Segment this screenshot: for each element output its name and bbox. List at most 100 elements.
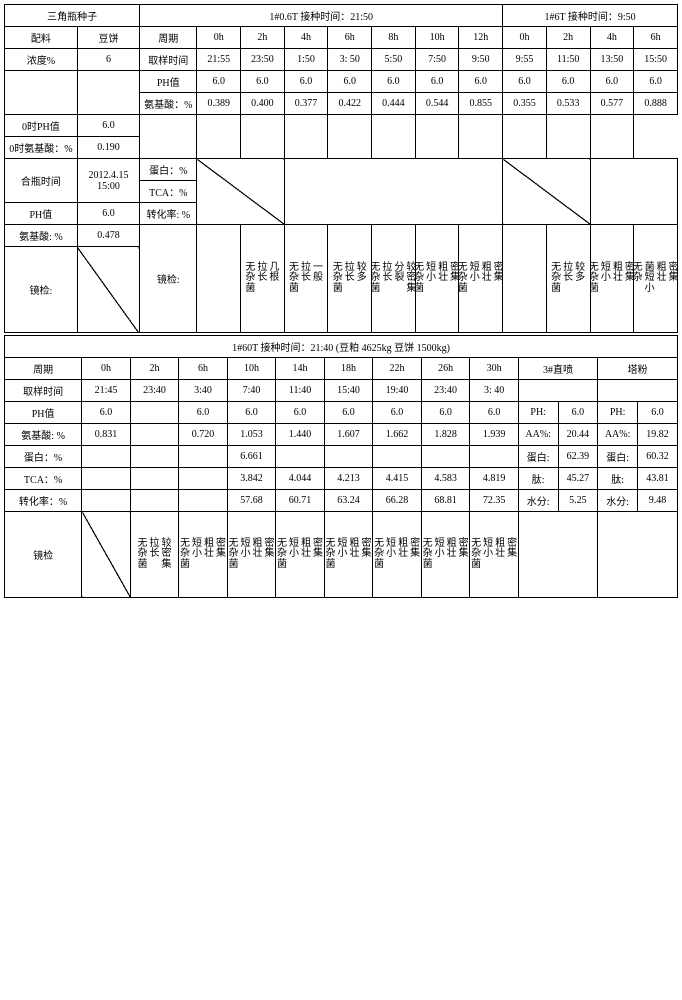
blank (546, 115, 590, 159)
l: 蛋白: (518, 446, 558, 468)
blank (372, 115, 416, 159)
h: 6h (328, 27, 372, 49)
blank (590, 159, 677, 225)
v: 45.27 (558, 468, 598, 490)
v: 6.0 (558, 402, 598, 424)
v: 43.81 (637, 468, 677, 490)
ph: 6.0 (415, 71, 459, 93)
l: 蛋白: (598, 446, 638, 468)
lbl-period: 周期 (140, 27, 197, 49)
val: 6.0 (77, 115, 139, 137)
diag (197, 159, 284, 225)
v: 6.0 (179, 402, 228, 424)
a: 0.533 (546, 93, 590, 115)
v: 9.48 (637, 490, 677, 512)
v: 1.607 (324, 424, 373, 446)
l: 肽: (598, 468, 638, 490)
jk: 无 杂菌 短小粗壮密集 (634, 225, 678, 333)
v (130, 424, 179, 446)
jk: 无杂菌拉长较多 (328, 225, 372, 333)
title-r1: 1#0.6T 接种时间：21:50 (140, 5, 503, 27)
lbl: 0时PH值 (5, 115, 78, 137)
lbl-nongdu: 浓度% (5, 49, 78, 71)
lbl: TCA：% (5, 468, 82, 490)
t: 9:55 (503, 49, 547, 71)
a: 0.577 (590, 93, 634, 115)
v: 1.828 (421, 424, 470, 446)
blank (328, 115, 372, 159)
h: 0h (197, 27, 241, 49)
jk: 无杂菌短小粗壮密集 (415, 225, 459, 333)
blank (197, 115, 241, 159)
v: 6.0 (227, 402, 276, 424)
v: 6.0 (373, 402, 422, 424)
h: 2h (546, 27, 590, 49)
h: 2h (130, 358, 179, 380)
jk: 无杂菌短小粗壮密集 (276, 512, 325, 598)
lbl-ph: PH值 (140, 71, 197, 93)
v: 3.842 (227, 468, 276, 490)
a: 0.389 (197, 93, 241, 115)
val: 2012.4.15 15:00 (77, 159, 139, 203)
v: 60.32 (637, 446, 677, 468)
lbl-amino: 氨基酸：% (140, 93, 197, 115)
h: 10h (415, 27, 459, 49)
v (373, 446, 422, 468)
t: 7:40 (227, 380, 276, 402)
lbl: 转化率: % (140, 203, 197, 225)
jk: 无杂菌短小粗壮密集 (373, 512, 422, 598)
lbl-peiliao: 配料 (5, 27, 78, 49)
h: 0h (82, 358, 131, 380)
blank (284, 159, 502, 225)
v: 62.39 (558, 446, 598, 468)
lbl-jing: 镜检: (140, 225, 197, 333)
t: 9:50 (459, 49, 503, 71)
h: 8h (372, 27, 416, 49)
t: 23:50 (241, 49, 285, 71)
v: 72.35 (470, 490, 519, 512)
lbl: 氨基酸: % (5, 225, 78, 247)
v: 66.28 (373, 490, 422, 512)
t: 21:55 (197, 49, 241, 71)
lbl: 蛋白：% (5, 446, 82, 468)
ph: 6.0 (372, 71, 416, 93)
blank (503, 225, 547, 333)
t: 21:45 (82, 380, 131, 402)
lbl: PH值 (5, 203, 78, 225)
v: 0.720 (179, 424, 228, 446)
h: 10h (227, 358, 276, 380)
v: 6.0 (324, 402, 373, 424)
blank (284, 115, 328, 159)
blank (518, 512, 597, 598)
val: 0.190 (77, 137, 139, 159)
a: 0.888 (634, 93, 678, 115)
v (82, 446, 131, 468)
jk: 无杂菌短小粗壮密集 (590, 225, 634, 333)
lbl-jing: 镜检 (5, 512, 82, 598)
l: AA%: (598, 424, 638, 446)
blank (197, 225, 241, 333)
l: AA%: (518, 424, 558, 446)
h: 4h (590, 27, 634, 49)
h: 12h (459, 27, 503, 49)
ph: 6.0 (634, 71, 678, 93)
v (324, 446, 373, 468)
l: 水分: (598, 490, 638, 512)
t: 23:40 (130, 380, 179, 402)
v (130, 402, 179, 424)
jk: 无杂菌短小粗壮密集 (470, 512, 519, 598)
t: 7:50 (415, 49, 459, 71)
v: 63.24 (324, 490, 373, 512)
l: PH: (598, 402, 638, 424)
h: 22h (373, 358, 422, 380)
l: 肽: (518, 468, 558, 490)
v (179, 468, 228, 490)
v (179, 490, 228, 512)
ph: 6.0 (241, 71, 285, 93)
v: 6.0 (470, 402, 519, 424)
val: 6 (77, 49, 139, 71)
v: 6.0 (82, 402, 131, 424)
blank (77, 71, 139, 115)
jk: 无杂菌短小粗壮密集 (421, 512, 470, 598)
a: 0.355 (503, 93, 547, 115)
